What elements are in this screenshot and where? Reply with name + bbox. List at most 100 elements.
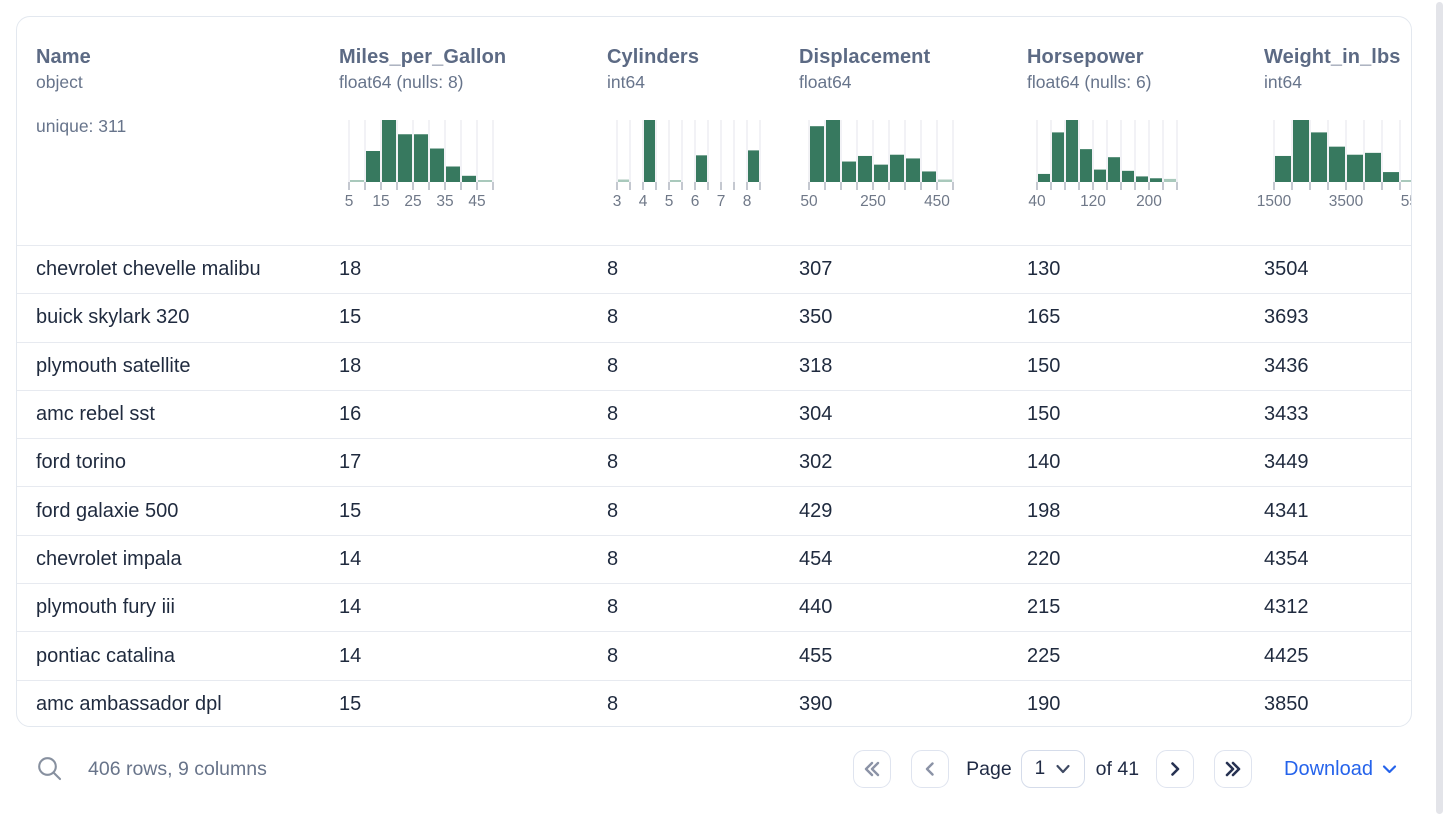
- table-cell: plymouth fury iii: [36, 596, 175, 619]
- table-cell: 8: [607, 258, 619, 281]
- svg-text:450: 450: [924, 193, 950, 210]
- svg-text:5: 5: [665, 193, 674, 210]
- table-row[interactable]: plymouth satellite 18 8 318 150 3436: [17, 341, 1411, 390]
- table-footer: 406 rows, 9 columns Page 1 of: [16, 741, 1398, 797]
- pagination: Page 1 of 41 Download: [853, 750, 1398, 788]
- table-cell: 8: [607, 692, 619, 715]
- row-count-status: 406 rows, 9 columns: [88, 757, 267, 780]
- table-cell: 14: [339, 644, 362, 667]
- table-cell: pontiac catalina: [36, 644, 175, 667]
- column-type: int64: [1264, 72, 1302, 92]
- table-cell: 429: [799, 499, 833, 522]
- svg-text:50: 50: [800, 193, 818, 210]
- table-cell: chevrolet chevelle malibu: [36, 258, 261, 281]
- table-cell: 390: [799, 692, 833, 715]
- table-row[interactable]: chevrolet impala 14 8 454 220 4354: [17, 534, 1411, 583]
- table-cell: 3436: [1264, 354, 1309, 377]
- double-chevron-left-icon: [864, 761, 880, 777]
- double-chevron-right-icon: [1225, 761, 1241, 777]
- table-cell: 4425: [1264, 644, 1309, 667]
- table-cell: 130: [1027, 258, 1061, 281]
- download-button[interactable]: Download: [1284, 758, 1398, 781]
- table-row[interactable]: pontiac catalina 14 8 455 225 4425: [17, 631, 1411, 679]
- last-page-button[interactable]: [1214, 750, 1253, 788]
- svg-text:35: 35: [436, 193, 453, 210]
- svg-text:5: 5: [345, 193, 354, 210]
- table-cell: 18: [339, 258, 362, 281]
- column-header-weight_in_lbs[interactable]: Weight_in_lbs int64 1500 3500 5500: [1257, 17, 1412, 245]
- table-cell: 8: [607, 451, 619, 474]
- table-cell: 8: [607, 306, 619, 329]
- footer-left: 406 rows, 9 columns: [16, 755, 853, 783]
- prev-page-button[interactable]: [911, 750, 950, 788]
- table-cell: ford galaxie 500: [36, 499, 179, 522]
- table-row[interactable]: amc ambassador dpl 15 8 390 190 3850: [17, 679, 1411, 726]
- column-histogram[interactable]: 40 120 200: [1028, 120, 1194, 212]
- table-cell: 307: [799, 258, 833, 281]
- svg-text:1500: 1500: [1257, 193, 1292, 210]
- table-cell: 140: [1027, 451, 1061, 474]
- table-cell: 3693: [1264, 306, 1309, 329]
- vertical-scrollbar[interactable]: [1436, 2, 1443, 814]
- download-label: Download: [1284, 757, 1373, 780]
- data-table-card: Name object unique: 311 Miles_per_Gallon flo…: [16, 16, 1412, 727]
- table-cell: 15: [339, 306, 362, 329]
- table-cell: 3449: [1264, 451, 1309, 474]
- column-type: float64 (nulls: 8): [339, 72, 464, 92]
- svg-text:5500: 5500: [1401, 193, 1412, 210]
- table-cell: 15: [339, 692, 362, 715]
- table-cell: 220: [1027, 547, 1061, 570]
- table-row[interactable]: buick skylark 320 15 8 350 165 3693: [17, 293, 1411, 341]
- table-cell: 215: [1027, 596, 1061, 619]
- table-cell: 302: [799, 451, 833, 474]
- svg-text:6: 6: [691, 193, 700, 210]
- table-cell: 8: [607, 403, 619, 426]
- column-header-cylinders[interactable]: Cylinders int64 3 4 5 6 7 8: [607, 17, 799, 245]
- chevron-down-icon: [1382, 764, 1397, 773]
- table-cell: 4354: [1264, 547, 1309, 570]
- table-row[interactable]: amc rebel sst 16 8 304 150 3433: [17, 389, 1411, 438]
- first-page-button[interactable]: [853, 750, 892, 788]
- table-cell: 8: [607, 499, 619, 522]
- table-cell: 318: [799, 354, 833, 377]
- table-cell: 8: [607, 596, 619, 619]
- table-cell: 190: [1027, 692, 1061, 715]
- table-cell: 4341: [1264, 499, 1309, 522]
- column-header-name[interactable]: Name object unique: 311: [17, 17, 339, 245]
- table-cell: amc ambassador dpl: [36, 692, 222, 715]
- column-type: float64 (nulls: 6): [1027, 72, 1152, 92]
- next-page-button[interactable]: [1156, 750, 1195, 788]
- column-unique-count: unique: 311: [36, 116, 127, 136]
- column-title: Horsepower: [1027, 46, 1144, 68]
- column-histogram[interactable]: 1500 3500 5500: [1257, 120, 1412, 212]
- svg-text:120: 120: [1080, 193, 1106, 210]
- table-body: chevrolet chevelle malibu 18 8 307 130 3504 bu…: [17, 245, 1411, 726]
- column-title: Displacement: [799, 46, 931, 68]
- column-header-miles_per_gallon[interactable]: Miles_per_Gallon float64 (nulls: 8) 5 15 25 3…: [339, 17, 607, 245]
- table-row[interactable]: ford torino 17 8 302 140 3449: [17, 438, 1411, 486]
- table-row[interactable]: chevrolet chevelle malibu 18 8 307 130 3504: [17, 245, 1411, 293]
- chevron-right-icon: [1171, 762, 1180, 776]
- table-cell: 3433: [1264, 403, 1309, 426]
- table-cell: 14: [339, 547, 362, 570]
- column-title: Name: [36, 46, 91, 68]
- chevron-left-icon: [925, 762, 934, 776]
- table-row[interactable]: ford galaxie 500 15 8 429 198 4341: [17, 486, 1411, 534]
- column-title: Weight_in_lbs: [1264, 46, 1401, 68]
- column-header-horsepower[interactable]: Horsepower float64 (nulls: 6) 40 120 200: [1027, 17, 1264, 245]
- table-row[interactable]: plymouth fury iii 14 8 440 215 4312: [17, 583, 1411, 631]
- svg-text:3500: 3500: [1329, 193, 1364, 210]
- page-select[interactable]: 1: [1020, 750, 1085, 788]
- table-cell: 198: [1027, 499, 1061, 522]
- column-histogram[interactable]: 50 250 450: [800, 120, 970, 212]
- page-select-value: 1: [1034, 758, 1046, 779]
- total-pages-label: of 41: [1095, 757, 1140, 780]
- table-cell: 16: [339, 403, 362, 426]
- column-header-displacement[interactable]: Displacement float64 50 250 450: [799, 17, 1027, 245]
- column-histogram[interactable]: 5 15 25 35 45: [345, 120, 510, 212]
- svg-text:200: 200: [1136, 193, 1162, 210]
- search-icon[interactable]: [36, 755, 64, 783]
- column-type: float64: [799, 72, 852, 92]
